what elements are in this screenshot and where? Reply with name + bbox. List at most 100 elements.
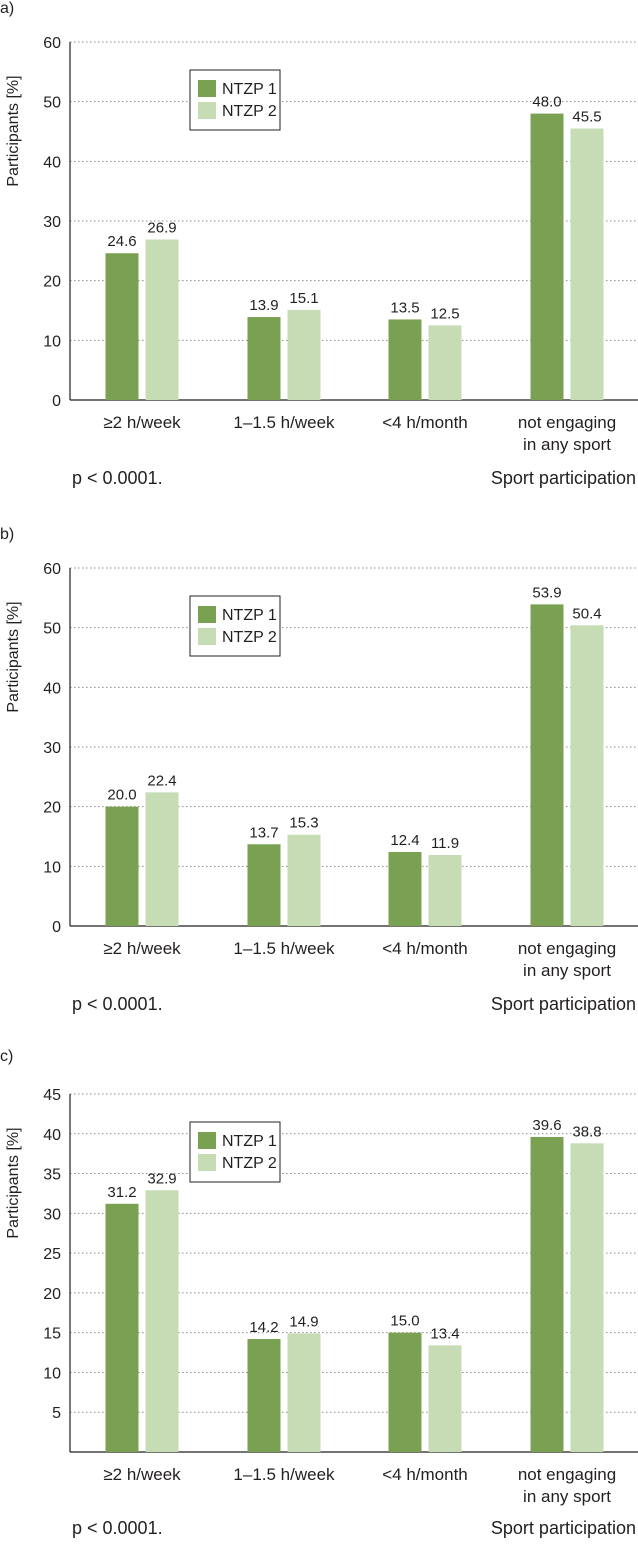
bar-chart-c: 5 10 15 20 25 30 35 40 45 Participants [%] 31.2 32.… <box>5 1087 638 1506</box>
data-label: 13.7 <box>249 824 278 841</box>
panel-label: c) <box>0 1048 14 1065</box>
panel-label: a) <box>0 0 15 17</box>
bar <box>530 1136 564 1452</box>
x-tick-label: in any sport <box>523 435 611 454</box>
legend-swatch <box>198 628 216 645</box>
x-tick-label: not engaging <box>518 413 616 432</box>
bar <box>428 325 462 400</box>
p-value-note: p < 0.0001. <box>72 1518 163 1538</box>
data-label: 13.4 <box>430 1325 459 1342</box>
data-label: 24.6 <box>107 233 136 250</box>
x-tick-label: ≥2 h/week <box>103 939 181 958</box>
y-axis-title: Participants [%] <box>5 75 22 186</box>
legend-label: NTZP 1 <box>222 1133 277 1150</box>
y-tick-label: 50 <box>43 621 61 638</box>
y-tick-label: 20 <box>43 800 61 817</box>
data-label: 50.4 <box>572 605 601 622</box>
x-tick-label: in any sport <box>523 1487 611 1506</box>
y-tick-label: 10 <box>43 333 61 350</box>
data-label: 22.4 <box>147 772 176 789</box>
y-tick-label: 0 <box>52 919 61 936</box>
legend-label: NTZP 2 <box>222 629 277 646</box>
data-label: 15.1 <box>289 290 318 307</box>
x-tick-label: in any sport <box>523 961 611 980</box>
x-tick-label: <4 h/month <box>382 1465 468 1484</box>
bar <box>247 1339 281 1452</box>
x-tick-label: not engaging <box>518 1465 616 1484</box>
y-tick-label: 40 <box>43 1127 61 1144</box>
y-tick-label: 40 <box>43 154 61 171</box>
y-tick-label: 40 <box>43 680 61 697</box>
y-tick-label: 30 <box>43 740 61 757</box>
y-tick-label: 10 <box>43 1365 61 1382</box>
bar <box>287 834 321 926</box>
data-label: 13.9 <box>249 297 278 314</box>
legend-label: NTZP 1 <box>222 607 277 624</box>
x-tick-label: not engaging <box>518 939 616 958</box>
data-label: 53.9 <box>532 584 561 601</box>
panel-label: b) <box>0 526 15 543</box>
data-label: 12.5 <box>430 305 459 322</box>
y-tick-label: 20 <box>43 274 61 291</box>
data-label: 14.9 <box>289 1313 318 1330</box>
data-label: 11.9 <box>431 835 459 852</box>
bar <box>570 1143 604 1452</box>
legend-label: NTZP 2 <box>222 1155 277 1172</box>
y-tick-label: 30 <box>43 1206 61 1223</box>
bar <box>247 844 281 926</box>
data-label: 48.0 <box>532 94 561 111</box>
data-label: 14.2 <box>249 1319 278 1336</box>
legend-swatch <box>198 1132 216 1149</box>
y-tick-label: 0 <box>52 393 61 410</box>
x-tick-label: 1–1.5 h/week <box>233 939 335 958</box>
y-tick-label: 60 <box>43 35 61 52</box>
legend-swatch <box>198 606 216 623</box>
data-label: 31.2 <box>107 1184 136 1201</box>
legend-box <box>189 595 281 657</box>
data-label: 13.5 <box>390 299 419 316</box>
p-value-note: p < 0.0001. <box>72 468 163 488</box>
y-tick-label: 20 <box>43 1286 61 1303</box>
data-label: 39.6 <box>532 1117 561 1134</box>
bar <box>428 1345 462 1452</box>
y-tick-label: 25 <box>43 1246 61 1263</box>
p-value-note: p < 0.0001. <box>72 994 163 1014</box>
y-tick-label: 60 <box>43 561 61 578</box>
data-label: 32.9 <box>147 1170 176 1187</box>
x-axis-title: Sport participation <box>490 468 636 488</box>
bar <box>145 1190 179 1452</box>
legend-box <box>189 1121 281 1183</box>
bar <box>530 113 564 400</box>
bar <box>105 1203 139 1452</box>
y-tick-label: 45 <box>43 1087 61 1104</box>
legend-label: NTZP 2 <box>222 103 277 120</box>
data-label: 15.3 <box>289 815 318 832</box>
data-label: 38.8 <box>572 1123 601 1140</box>
bar <box>145 239 179 400</box>
bar <box>530 604 564 926</box>
legend-swatch <box>198 1154 216 1171</box>
legend-label: NTZP 1 <box>222 81 277 98</box>
bar <box>388 1332 422 1452</box>
x-axis-title: Sport participation <box>490 1518 636 1538</box>
bar <box>247 317 281 400</box>
x-tick-label: 1–1.5 h/week <box>233 1465 335 1484</box>
bar <box>287 1333 321 1452</box>
y-axis-title: Participants [%] <box>5 601 22 712</box>
bar <box>105 253 139 400</box>
legend-swatch <box>198 102 216 119</box>
bar-chart-b: 0 10 20 30 40 50 60 Participants [%] 20.0 22.4 ≥2 … <box>5 561 638 980</box>
chart-panel-a: a) 0 10 20 30 40 50 60 Participants [%] 24.6 26.9… <box>0 0 638 500</box>
y-tick-label: 5 <box>52 1405 61 1422</box>
data-label: 26.9 <box>147 219 176 236</box>
x-tick-label: <4 h/month <box>382 939 468 958</box>
y-tick-label: 10 <box>43 859 61 876</box>
data-label: 20.0 <box>107 787 136 804</box>
bar <box>388 319 422 400</box>
y-axis-title: Participants [%] <box>5 1127 22 1238</box>
legend-box <box>189 69 281 131</box>
y-tick-label: 30 <box>43 214 61 231</box>
y-tick-label: 50 <box>43 95 61 112</box>
bar <box>287 309 321 400</box>
x-tick-label: 1–1.5 h/week <box>233 413 335 432</box>
